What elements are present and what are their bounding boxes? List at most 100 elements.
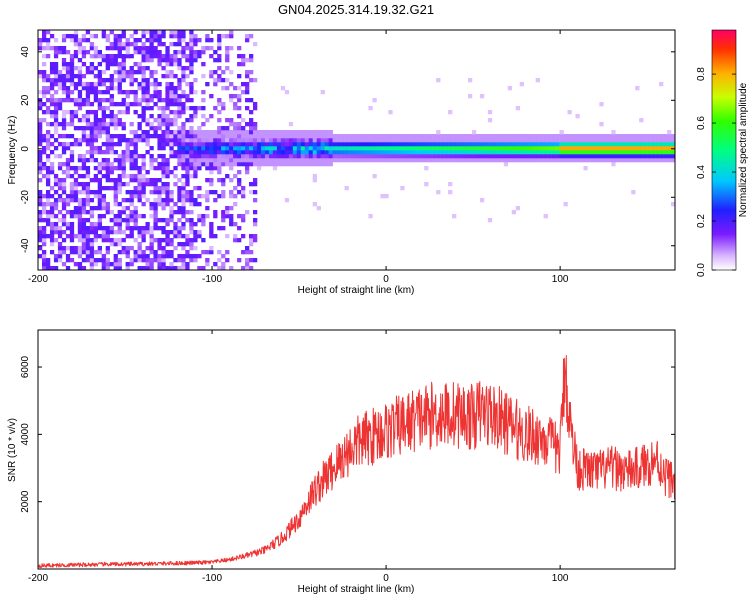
spectrogram-cell: [197, 162, 202, 167]
spectrogram-cell: [93, 126, 99, 131]
spectrogram-cell: [181, 214, 186, 219]
spectrogram-cell: [511, 134, 517, 139]
spectrogram-cell: [336, 150, 341, 155]
spectrogram-cell: [53, 66, 59, 71]
spectrogram-cell: [141, 154, 146, 159]
spectrogram-cell: [272, 138, 278, 143]
spectrogram-cell: [57, 50, 63, 55]
spectrogram-cell: [109, 86, 114, 91]
spectrogram-cell: [77, 202, 83, 207]
spectrogram-cell: [627, 134, 632, 139]
spectrogram-cell: [233, 146, 238, 151]
spectrogram-cell: [89, 254, 95, 259]
spectrogram-cell: [69, 250, 75, 255]
spectrogram-cell: [81, 234, 87, 239]
spectrogram-cell: [81, 50, 87, 55]
spectrogram-cell: [260, 158, 266, 163]
spectrogram-cell: [189, 246, 194, 251]
spectrogram-cell: [165, 218, 170, 223]
spectrogram-cell: [651, 142, 656, 147]
spectrogram-cell: [225, 46, 230, 51]
spectrogram-cell: [125, 154, 130, 159]
spectrogram-cell: [81, 82, 87, 87]
spectrogram-cell: [105, 134, 110, 139]
spectrogram-cell: [388, 138, 393, 143]
spectrogram-cell: [241, 142, 246, 147]
spectrogram-cell: [65, 142, 71, 147]
spectrogram-cell: [109, 30, 114, 35]
spectrogram-cell: [249, 154, 254, 159]
spectrogram-cell: [237, 178, 242, 183]
spectrogram-cell: [229, 166, 234, 171]
spectrogram-cell: [38, 46, 43, 51]
spectrogram-cell: [169, 74, 174, 79]
spectrogram-cell: [101, 162, 106, 167]
spectrogram-cell: [197, 106, 202, 111]
spectrogram-cell: [217, 134, 222, 139]
spectrogram-cell: [38, 162, 43, 167]
spectrogram-cell: [101, 90, 106, 95]
spectrogram-cell: [400, 186, 405, 191]
spectrogram-cell: [535, 134, 540, 139]
spectrogram-cell: [121, 98, 126, 103]
spectrogram-cell: [169, 150, 174, 155]
spectrogram-cell: [181, 246, 186, 251]
spectrogram-cell: [448, 110, 453, 115]
spectrogram-cell: [189, 118, 194, 123]
spectrogram-cell: [89, 46, 95, 51]
spectrogram-cell: [45, 110, 51, 115]
spectrogram-cell: [671, 142, 675, 147]
spectrogram-cell: [173, 154, 178, 159]
spectrogram-cell: [109, 122, 114, 127]
spectrogram-cell: [181, 190, 186, 195]
spectrogram-cell: [249, 162, 254, 167]
spectrogram-cell: [559, 138, 564, 143]
spectrogram-cell: [157, 226, 162, 231]
spectrogram-cell: [225, 78, 230, 83]
spectrogram-cell: [45, 158, 51, 163]
spectrogram-cell: [555, 146, 560, 151]
spectrogram-cell: [89, 126, 95, 131]
spectrogram-cell: [57, 82, 63, 87]
spectrogram-cell: [193, 234, 198, 239]
spectrogram-cell: [45, 182, 51, 187]
spectrogram-cell: [245, 122, 250, 127]
spectrogram-cell: [193, 198, 198, 203]
spectrogram-cell: [133, 254, 138, 259]
spectrogram-cell: [272, 130, 278, 135]
spectrogram-cell: [89, 210, 95, 215]
spectrogram-cell: [587, 138, 592, 143]
spectrogram-cell: [225, 34, 230, 39]
spectrogram-cell: [185, 250, 190, 255]
spectrogram-cell: [412, 134, 417, 139]
spectrogram-cell: [161, 74, 166, 79]
spectrogram-cell: [448, 150, 453, 155]
spectrogram-cell: [639, 138, 644, 143]
spectrogram-cell: [189, 50, 194, 55]
spectrogram-cell: [97, 258, 102, 263]
spectrogram-cell: [189, 138, 194, 143]
spectrogram-cell: [177, 206, 182, 211]
spectrogram-cell: [189, 222, 194, 227]
spectrogram-cell: [41, 34, 47, 39]
spectrogram-cell: [237, 98, 242, 103]
spectrogram-cell: [77, 238, 83, 243]
spectrogram-cell: [101, 98, 106, 103]
spectrogram-cell: [456, 138, 461, 143]
spectrogram-cell: [177, 78, 182, 83]
spectrogram-cell: [153, 90, 158, 95]
spectrogram-cell: [153, 118, 158, 123]
spectrogram-cell: [121, 102, 126, 107]
spectrogram-cell: [233, 86, 238, 91]
spectrogram-cell: [515, 106, 521, 111]
spectrogram-cell: [491, 146, 497, 151]
spectrogram-cell: [153, 82, 158, 87]
spectrogram-cell: [599, 134, 604, 139]
spectrogram-cell: [515, 146, 521, 151]
spectrogram-cell: [400, 134, 405, 139]
spectrogram-cell: [452, 214, 457, 219]
spectrogram-cell: [141, 110, 146, 115]
spectrogram-cell: [611, 158, 616, 163]
spectrogram-cell: [57, 230, 63, 235]
spectrogram-cell: [221, 266, 226, 270]
